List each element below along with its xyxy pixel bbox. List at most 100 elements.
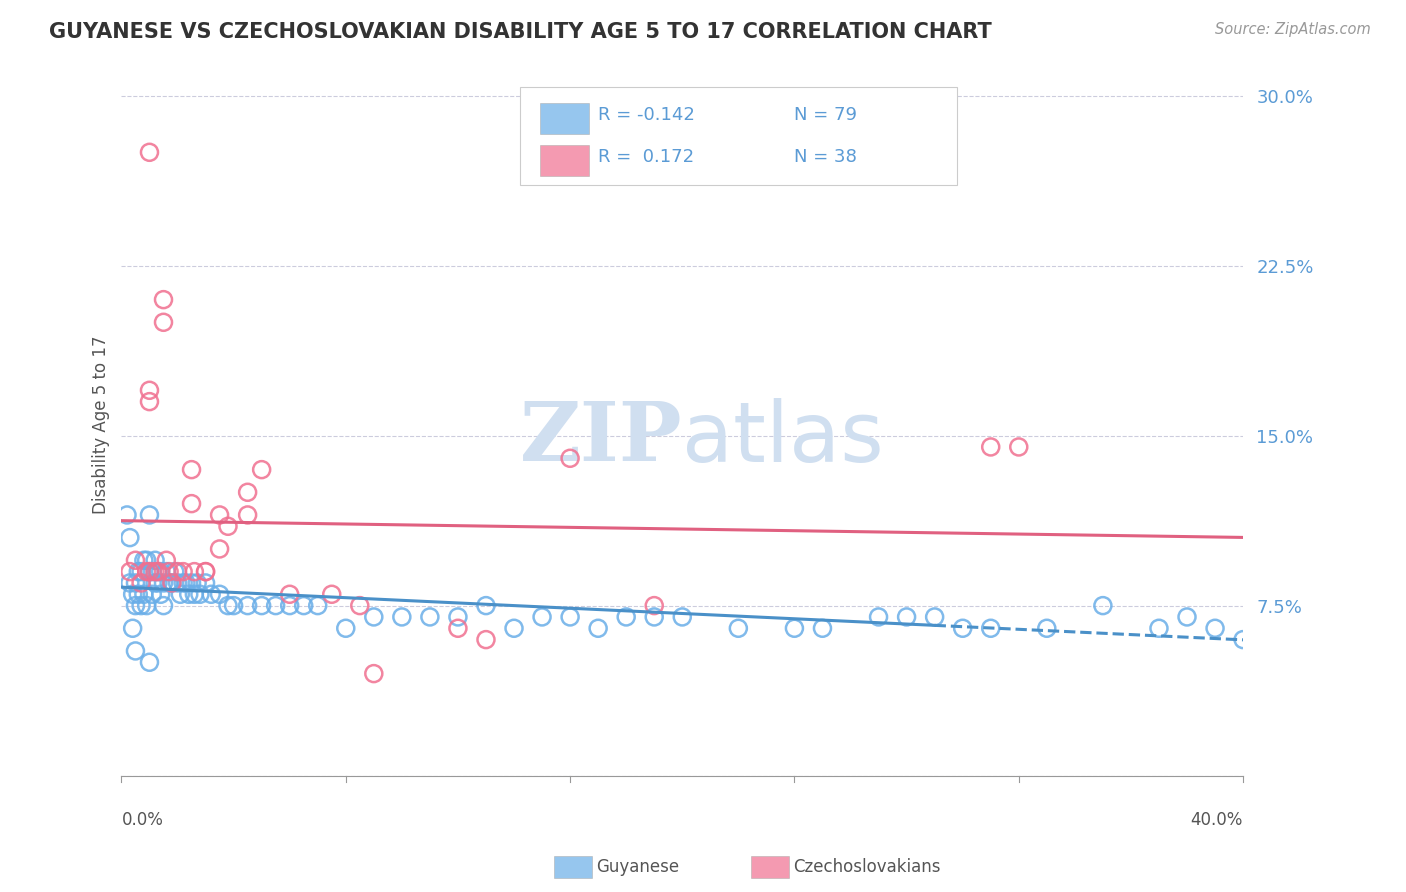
Point [186, 576, 208, 591]
Point [138, 655, 160, 669]
Point [1008, 440, 1031, 454]
Point [124, 576, 146, 591]
Text: ZIP: ZIP [520, 399, 682, 478]
Point [138, 565, 160, 579]
Point [643, 610, 665, 624]
Y-axis label: Disability Age 5 to 17: Disability Age 5 to 17 [93, 335, 110, 514]
Point [146, 565, 169, 579]
Point [503, 621, 526, 635]
Point [172, 565, 194, 579]
Point [208, 541, 231, 556]
Point [292, 599, 315, 613]
Point [118, 531, 141, 545]
Point [1232, 632, 1254, 647]
Text: 40.0%: 40.0% [1191, 811, 1243, 829]
Point [391, 610, 413, 624]
Point [177, 587, 200, 601]
Point [335, 621, 357, 635]
Point [160, 576, 183, 591]
Point [278, 587, 301, 601]
Point [264, 599, 287, 613]
Point [194, 565, 217, 579]
Point [558, 451, 581, 466]
Point [783, 621, 806, 635]
Point [127, 587, 149, 601]
Point [118, 565, 141, 579]
Point [146, 576, 169, 591]
Point [614, 610, 637, 624]
Point [236, 599, 259, 613]
Point [447, 610, 470, 624]
Point [157, 576, 180, 591]
Point [121, 621, 143, 635]
Point [183, 565, 205, 579]
Text: R =  0.172: R = 0.172 [598, 148, 695, 166]
Point [321, 587, 343, 601]
Point [163, 565, 186, 579]
Point [160, 576, 183, 591]
Point [217, 599, 239, 613]
Text: Source: ZipAtlas.com: Source: ZipAtlas.com [1215, 22, 1371, 37]
Point [132, 587, 155, 601]
Point [1036, 621, 1059, 635]
Point [250, 599, 273, 613]
Point [531, 610, 554, 624]
Point [447, 621, 470, 635]
Point [143, 565, 166, 579]
Point [349, 599, 371, 613]
Point [188, 587, 211, 601]
Point [586, 621, 609, 635]
Point [118, 576, 141, 591]
Point [980, 440, 1002, 454]
Point [152, 293, 174, 307]
Point [155, 553, 177, 567]
Point [208, 587, 231, 601]
Point [475, 632, 498, 647]
Point [1091, 599, 1114, 613]
Point [727, 621, 749, 635]
Point [138, 565, 160, 579]
Text: N = 38: N = 38 [794, 148, 858, 166]
Point [278, 599, 301, 613]
Point [146, 565, 169, 579]
Point [138, 394, 160, 409]
FancyBboxPatch shape [540, 103, 589, 134]
Text: 0.0%: 0.0% [121, 811, 163, 829]
Point [127, 565, 149, 579]
Point [152, 576, 174, 591]
FancyBboxPatch shape [520, 87, 957, 186]
Point [141, 565, 163, 579]
Text: Guyanese: Guyanese [596, 858, 679, 876]
Point [208, 508, 231, 522]
Point [558, 610, 581, 624]
Point [135, 553, 157, 567]
Point [217, 519, 239, 533]
Point [129, 576, 152, 591]
Point [363, 666, 385, 681]
Point [811, 621, 834, 635]
FancyBboxPatch shape [540, 145, 589, 177]
Point [149, 565, 172, 579]
Point [157, 565, 180, 579]
Point [172, 576, 194, 591]
Point [363, 610, 385, 624]
Point [138, 384, 160, 398]
Point [180, 576, 202, 591]
Point [132, 553, 155, 567]
Point [135, 599, 157, 613]
Point [222, 599, 245, 613]
Point [952, 621, 974, 635]
Point [180, 497, 202, 511]
Point [166, 576, 188, 591]
Point [121, 587, 143, 601]
Point [169, 587, 191, 601]
Text: Czechoslovakians: Czechoslovakians [793, 858, 941, 876]
Point [1175, 610, 1198, 624]
Text: atlas: atlas [682, 398, 884, 479]
Point [236, 485, 259, 500]
Point [250, 462, 273, 476]
Point [141, 587, 163, 601]
Point [152, 315, 174, 329]
Point [671, 610, 693, 624]
Point [1204, 621, 1226, 635]
